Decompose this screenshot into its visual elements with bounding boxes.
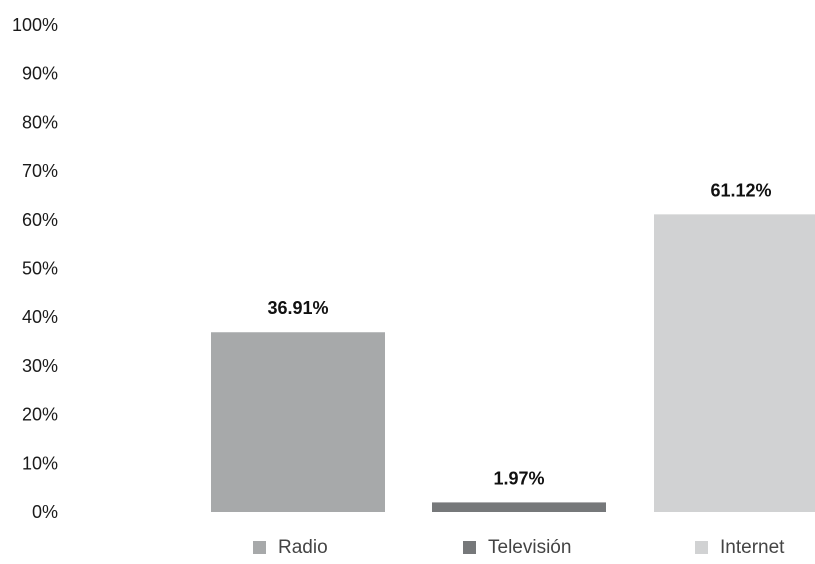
legend-marker [463, 541, 476, 554]
legend: Radio Televisión Internet [253, 537, 785, 558]
legend-label: Radio [278, 537, 328, 558]
data-label: 1.97% [493, 468, 544, 488]
y-tick-label: 40% [22, 307, 58, 327]
bar-radio [211, 332, 385, 512]
data-label: 36.91% [267, 298, 328, 318]
legend-label: Internet [720, 537, 785, 558]
y-tick-label: 50% [22, 259, 58, 279]
legend-marker [695, 541, 708, 554]
y-tick-label: 60% [22, 210, 58, 230]
bar-televisi-n [432, 502, 606, 512]
y-tick-label: 0% [32, 502, 58, 522]
bar-internet [654, 214, 815, 513]
data-label: 61.12% [710, 180, 771, 200]
y-tick-label: 70% [22, 161, 58, 181]
y-tick-label: 80% [22, 112, 58, 132]
y-tick-label: 30% [22, 356, 58, 376]
y-axis: 0% 10% 20% 30% 40% 50% 60% 70% 80% 90% 100% [12, 15, 58, 522]
y-tick-label: 100% [12, 15, 58, 35]
data-labels: 36.91% 1.97% 61.12% [267, 180, 771, 488]
legend-label: Televisión [488, 537, 571, 558]
y-tick-label: 90% [22, 64, 58, 84]
y-tick-label: 20% [22, 405, 58, 425]
y-tick-label: 10% [22, 453, 58, 473]
legend-marker [253, 541, 266, 554]
bars [211, 214, 815, 513]
